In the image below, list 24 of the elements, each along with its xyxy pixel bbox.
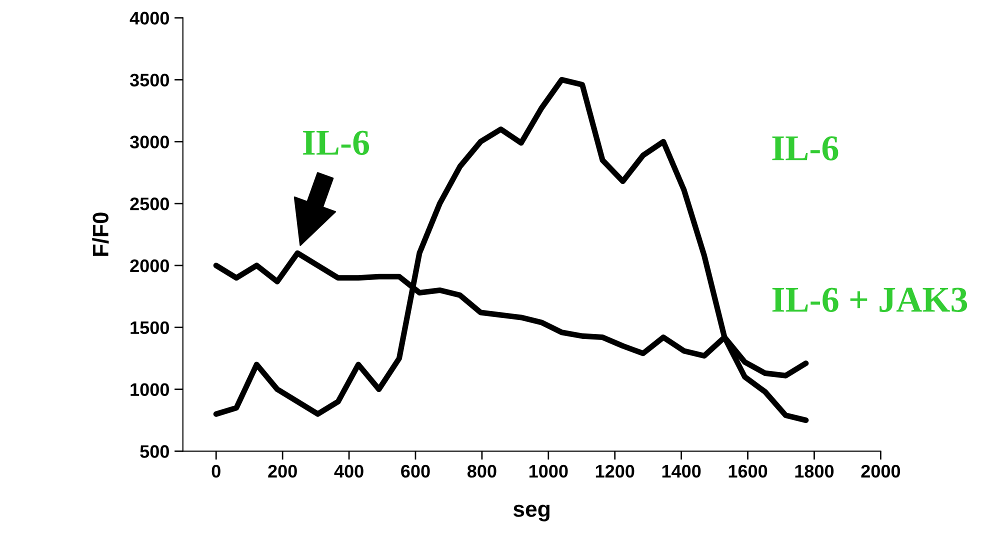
- x-tick-label: 1200: [596, 464, 634, 478]
- x-axis-title: seg: [513, 504, 550, 522]
- y-tick-label: 500: [140, 445, 169, 458]
- y-tick-label: 3500: [130, 74, 169, 87]
- x-tick-label: 1400: [662, 464, 701, 478]
- y-tick-label: 4000: [130, 12, 169, 25]
- x-tick-label: 800: [467, 464, 496, 478]
- y-tick-label: 2500: [130, 198, 169, 210]
- annotation: IL-6: [303, 130, 370, 155]
- x-tick-label: 1600: [728, 464, 768, 478]
- x-tick-label: 0: [212, 464, 220, 478]
- annotation: IL-6: [772, 136, 838, 161]
- y-tick-label: 1000: [130, 383, 169, 396]
- x-tick-label: 400: [334, 464, 364, 478]
- y-axis-title: F/F0: [92, 212, 109, 256]
- x-tick-label: 200: [268, 464, 297, 478]
- x-tick-label: 1800: [795, 464, 834, 478]
- x-tick-label: 1000: [529, 464, 568, 478]
- x-tick-label: 2000: [861, 464, 900, 478]
- y-tick-label: 3000: [130, 136, 169, 148]
- y-tick-label: 2000: [130, 259, 169, 272]
- annotation: IL-6 + JAK3: [772, 288, 968, 312]
- y-tick-label: 1500: [130, 321, 169, 334]
- x-tick-label: 600: [401, 464, 430, 478]
